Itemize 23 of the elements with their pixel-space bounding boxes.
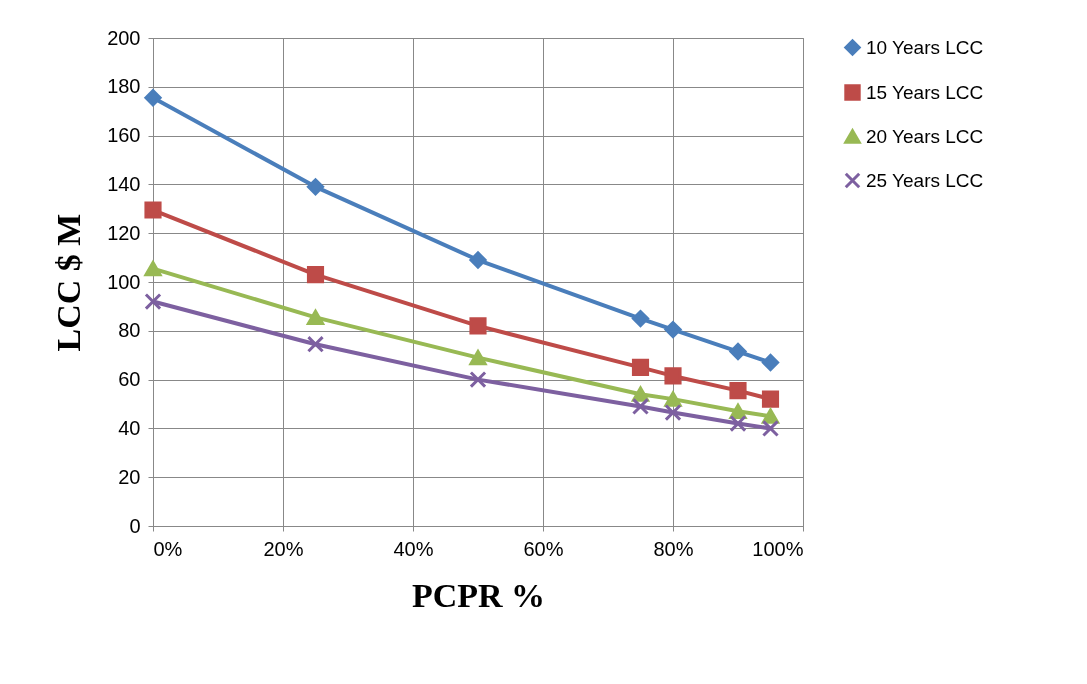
y-tick-label: 0 — [129, 514, 141, 537]
y-tick-label: 100 — [107, 270, 141, 293]
y-tick-label: 40 — [118, 416, 141, 439]
y-tick-label: 20 — [118, 465, 141, 488]
x-tick-label: 100% — [752, 537, 804, 560]
y-tick-label: 80 — [118, 319, 141, 342]
x-tick-label: 40% — [393, 537, 434, 560]
y-tick-label: 200 — [107, 26, 141, 49]
x-axis-title: PCPR % — [411, 576, 546, 614]
x-tick-label: 0% — [153, 537, 183, 560]
x-tick-label: 60% — [523, 537, 564, 560]
y-tick-label: 140 — [107, 172, 141, 195]
x-tick-label: 20% — [263, 537, 304, 560]
legend-label: 15 Years LCC — [866, 81, 984, 103]
x-tick-label: 80% — [653, 537, 694, 560]
y-axis-title: LCC $ M — [50, 213, 88, 352]
y-tick-label: 180 — [107, 75, 141, 98]
legend-label: 10 Years LCC — [866, 36, 984, 58]
y-tick-label: 160 — [107, 124, 141, 147]
y-tick-label: 120 — [107, 221, 141, 244]
legend-label: 20 Years LCC — [866, 125, 984, 147]
y-tick-label: 60 — [118, 368, 141, 391]
legend-label: 25 Years LCC — [866, 169, 984, 191]
